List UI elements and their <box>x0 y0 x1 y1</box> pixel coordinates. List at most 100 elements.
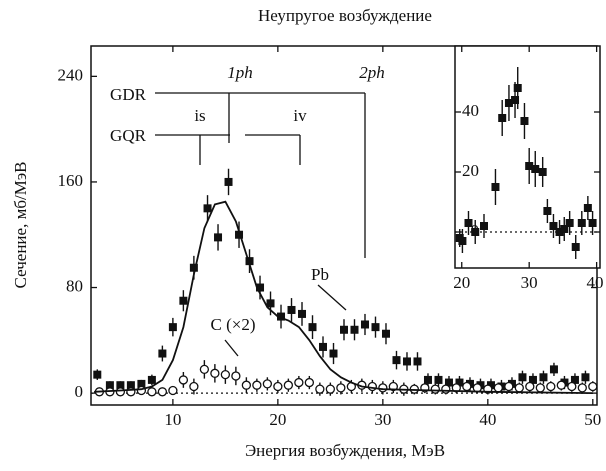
annotation: is <box>194 106 205 125</box>
y-tick-label: 160 <box>58 171 84 190</box>
data-point <box>392 356 401 365</box>
data-point <box>224 177 233 186</box>
data-point <box>504 381 514 392</box>
x-tick-label: 20 <box>269 410 286 429</box>
data-point <box>308 323 317 332</box>
data-point <box>340 325 348 334</box>
data-point <box>413 357 422 366</box>
data-point <box>486 381 495 390</box>
data-point <box>577 219 586 227</box>
x-tick-label: 30 <box>521 273 538 292</box>
data-point <box>538 168 547 176</box>
data-point <box>157 387 168 397</box>
main-plot: 10 20 30 40 50 0 80 160 240 Pb C (×2) <box>58 45 601 429</box>
data-point <box>241 380 252 390</box>
data-point <box>147 387 157 397</box>
data-point <box>556 380 566 390</box>
x-tick-label: 20 <box>453 273 470 292</box>
data-point <box>199 364 210 375</box>
annotation: 1ph <box>227 63 253 82</box>
data-point <box>588 381 598 392</box>
data-point <box>273 381 283 392</box>
data-point <box>535 383 545 393</box>
data-point <box>189 263 198 272</box>
data-point <box>491 183 500 191</box>
data-point <box>189 381 199 392</box>
data-point <box>549 365 558 374</box>
data-point <box>126 381 135 390</box>
data-point <box>203 204 212 213</box>
data-point <box>105 381 114 390</box>
data-point <box>329 349 338 358</box>
data-point <box>588 219 597 227</box>
data-point <box>93 370 102 379</box>
data-point <box>245 257 254 266</box>
inset-plot: 20304002040 <box>453 45 604 292</box>
data-point <box>531 165 540 173</box>
data-point <box>571 243 580 251</box>
data-point <box>583 204 592 212</box>
data-point <box>256 283 265 292</box>
data-point <box>464 219 473 227</box>
data-point <box>471 228 480 236</box>
data-point <box>434 375 443 384</box>
data-point <box>319 342 328 351</box>
data-point <box>458 237 467 245</box>
data-point <box>350 325 359 334</box>
data-point <box>513 84 522 92</box>
data-point <box>294 377 304 388</box>
data-point <box>179 296 188 305</box>
data-point <box>287 305 296 314</box>
data-point <box>498 114 507 122</box>
data-point <box>543 207 552 215</box>
x-tick-label: 40 <box>587 273 604 292</box>
data-point <box>158 349 167 358</box>
annotation: GQR <box>110 126 147 145</box>
data-point <box>567 381 577 392</box>
x-tick-label: 50 <box>584 410 601 429</box>
data-point <box>283 380 294 390</box>
data-point <box>315 384 325 394</box>
c-pointer <box>224 339 239 357</box>
y-tick-label: 240 <box>58 65 84 84</box>
annotation: GDR <box>110 85 147 104</box>
annotation: 2ph <box>359 63 385 82</box>
data-point <box>367 381 377 392</box>
data-point <box>266 299 275 308</box>
data-point <box>518 373 527 382</box>
series-label: Pb <box>311 265 329 284</box>
data-point <box>514 383 524 393</box>
data-point <box>441 384 451 394</box>
data-point <box>546 381 556 392</box>
data-point <box>462 381 472 392</box>
data-point <box>549 222 558 230</box>
x-axis-label: Энергия возбуждения, МэВ <box>245 441 445 460</box>
y-axis-label: Сечение, мб/МэВ <box>11 162 30 289</box>
data-point <box>277 312 286 321</box>
data-point <box>402 357 411 366</box>
data-point <box>298 309 307 318</box>
fit-curve <box>94 200 593 394</box>
data-point <box>381 329 390 338</box>
y-tick-label: 0 <box>75 382 84 401</box>
data-point <box>528 375 537 384</box>
data-point <box>115 387 126 397</box>
data-point <box>262 379 273 389</box>
data-point <box>116 381 125 390</box>
x-tick-label: 10 <box>164 410 181 429</box>
data-point <box>577 383 587 393</box>
data-point <box>371 323 380 332</box>
annotation: iv <box>293 106 307 125</box>
data-point <box>444 378 453 387</box>
data-point <box>504 99 513 107</box>
data-point <box>493 383 503 393</box>
resonance-brackets: 1ph 2ph GDR GQR is iv <box>110 63 385 357</box>
data-point <box>178 375 189 385</box>
data-point <box>525 162 534 170</box>
series-label: C (×2) <box>211 315 256 334</box>
data-point <box>423 375 432 384</box>
data-point <box>570 375 579 384</box>
plot-frame <box>454 45 601 269</box>
y-tick-label: 20 <box>462 161 479 180</box>
